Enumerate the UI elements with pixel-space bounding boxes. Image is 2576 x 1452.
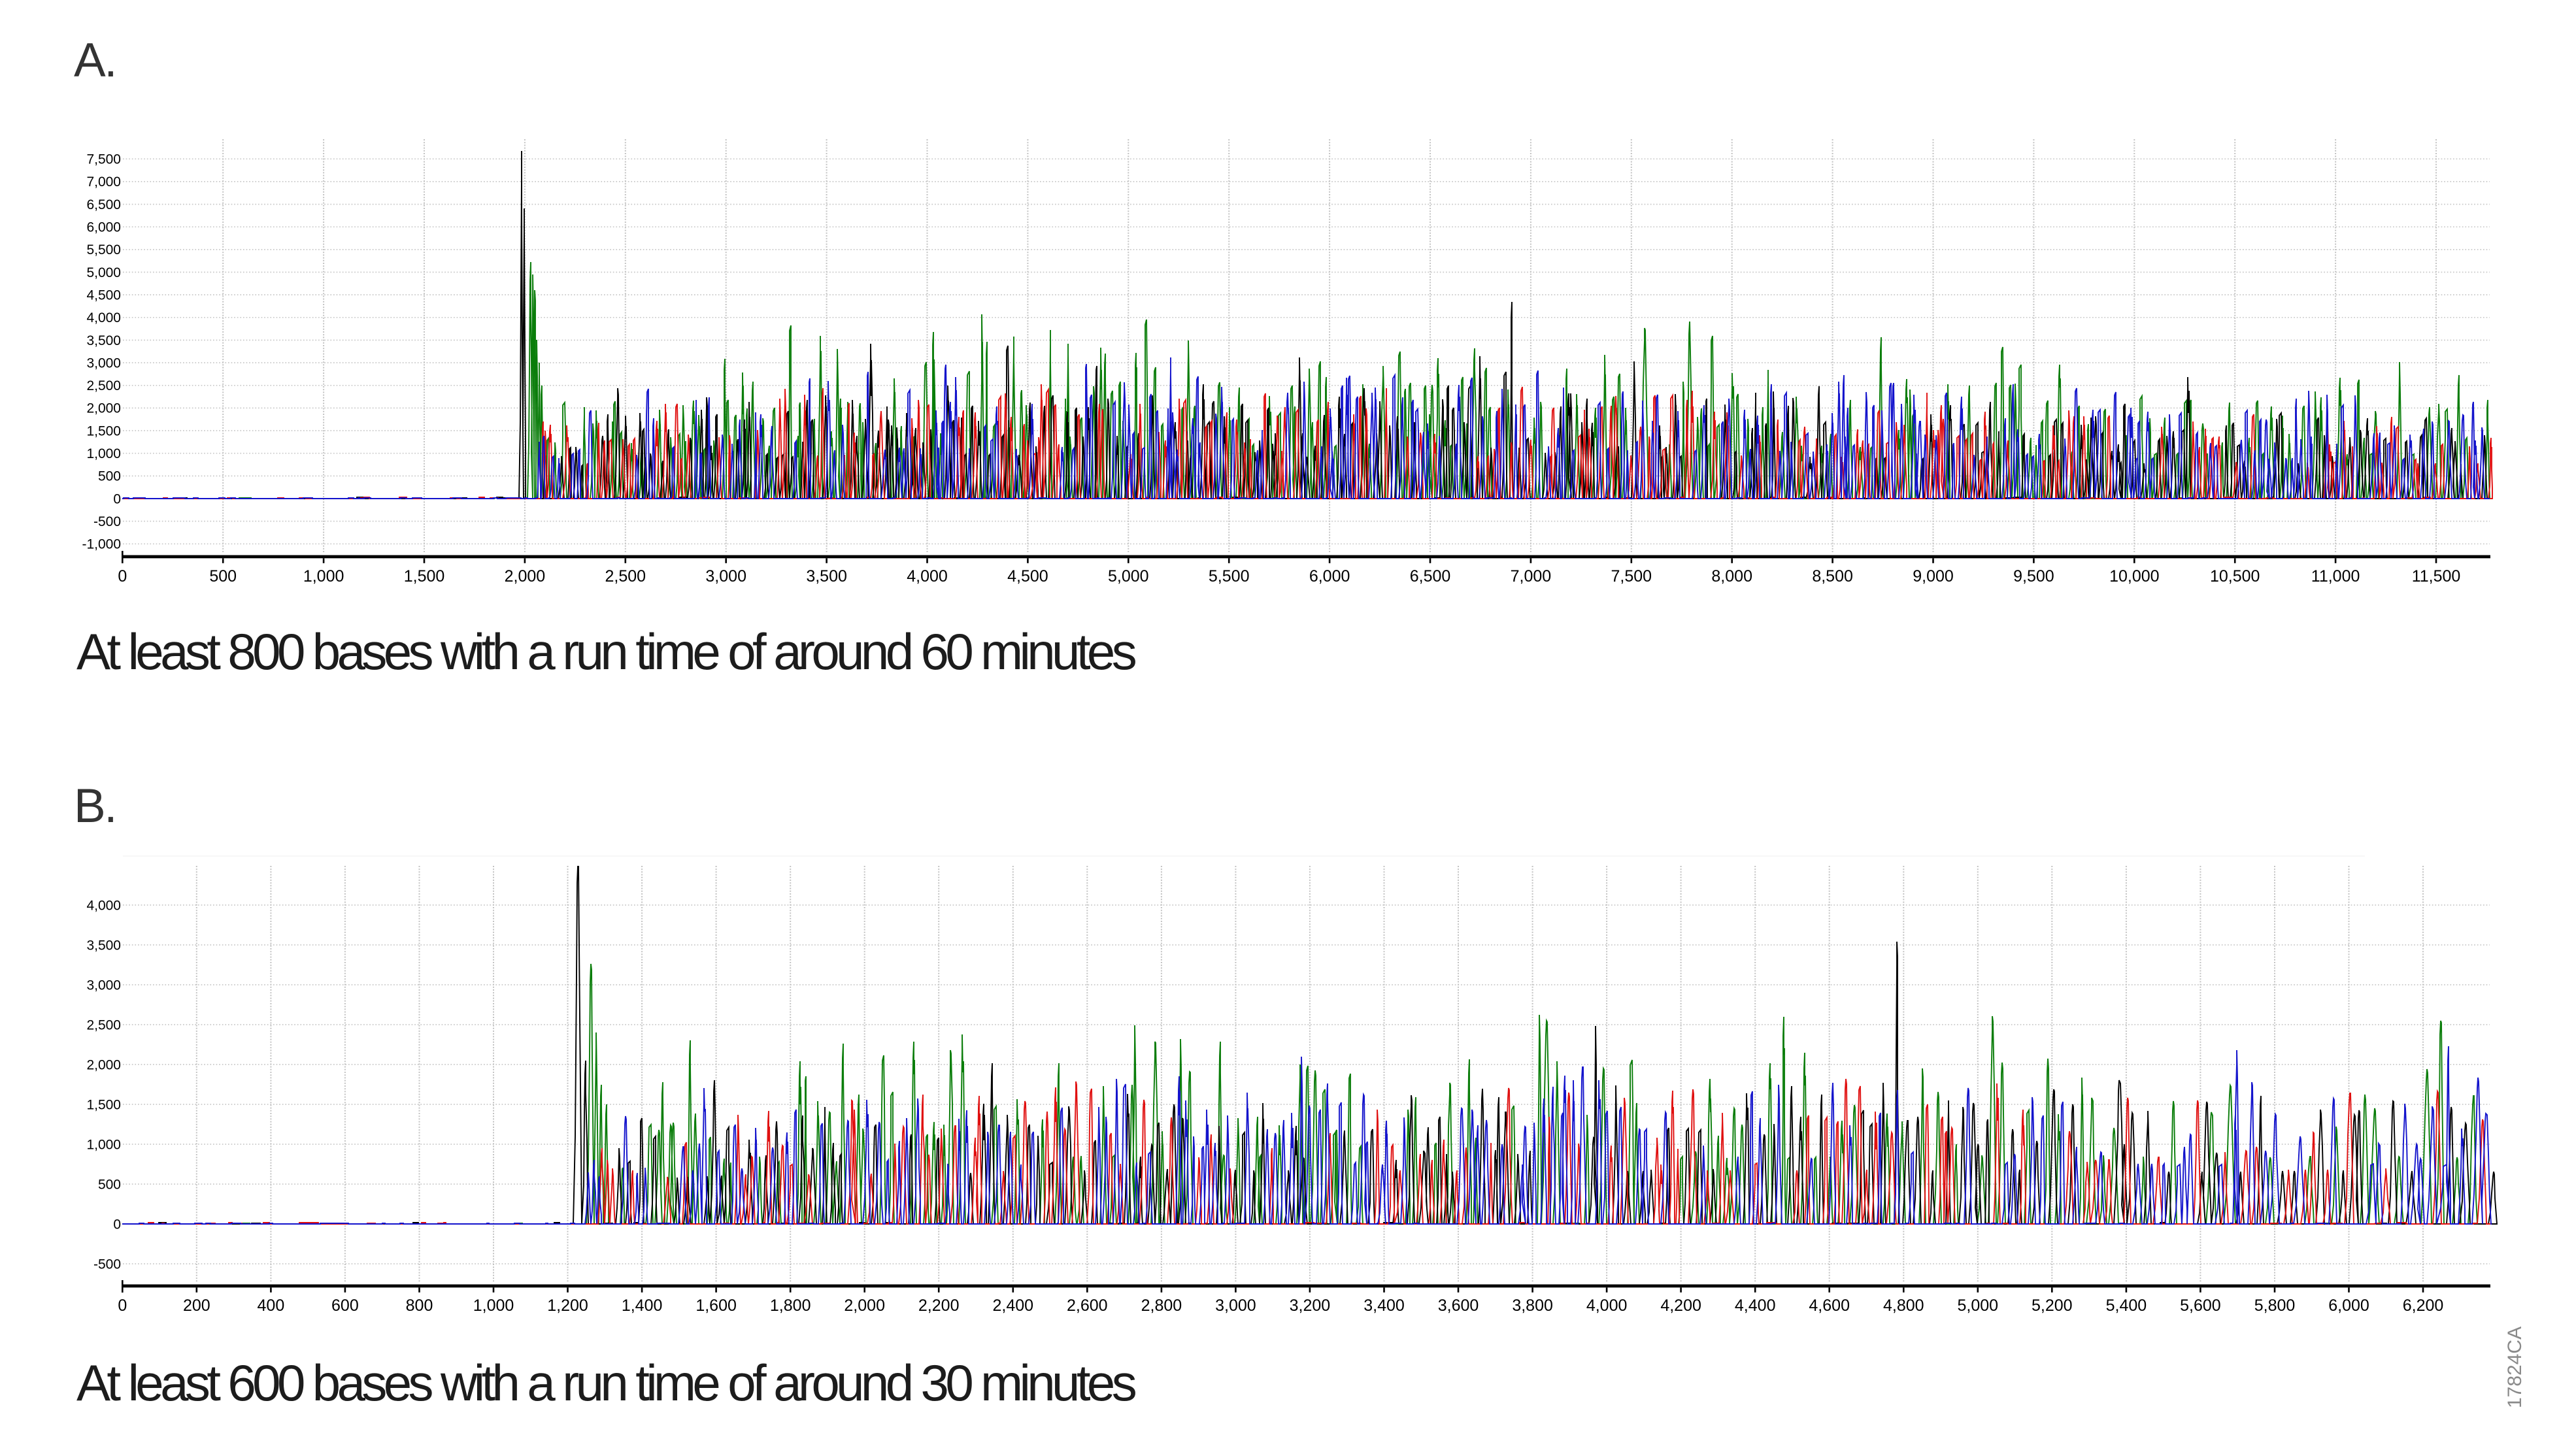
svg-text:2,500: 2,500: [86, 1017, 121, 1032]
svg-text:2,200: 2,200: [918, 1296, 960, 1315]
svg-text:11,500: 11,500: [2412, 567, 2461, 586]
svg-text:3,200: 3,200: [1290, 1296, 1331, 1315]
svg-text:2,400: 2,400: [993, 1296, 1034, 1315]
svg-text:4,600: 4,600: [1809, 1296, 1850, 1315]
svg-text:2,500: 2,500: [86, 378, 121, 393]
svg-text:2,000: 2,000: [86, 401, 121, 416]
svg-text:4,000: 4,000: [907, 567, 948, 586]
svg-text:10,500: 10,500: [2210, 567, 2260, 586]
svg-text:4,000: 4,000: [86, 898, 121, 913]
svg-text:1,800: 1,800: [770, 1296, 811, 1315]
svg-text:8,500: 8,500: [1812, 567, 1853, 586]
svg-text:3,500: 3,500: [806, 567, 847, 586]
svg-text:6,000: 6,000: [1309, 567, 1350, 586]
svg-text:3,000: 3,000: [86, 978, 121, 993]
svg-text:5,800: 5,800: [2254, 1296, 2296, 1315]
svg-text:5,000: 5,000: [86, 265, 121, 280]
svg-text:7,000: 7,000: [1511, 567, 1552, 586]
svg-text:7,500: 7,500: [86, 152, 121, 167]
svg-text:1,500: 1,500: [404, 567, 445, 586]
svg-text:1,000: 1,000: [303, 567, 344, 586]
svg-text:1,500: 1,500: [86, 1097, 121, 1112]
svg-text:-500: -500: [93, 1257, 121, 1272]
svg-text:5,500: 5,500: [1209, 567, 1250, 586]
svg-text:7,500: 7,500: [1611, 567, 1652, 586]
svg-text:-1,000: -1,000: [82, 537, 121, 552]
svg-text:5,000: 5,000: [1958, 1296, 1999, 1315]
svg-text:2,800: 2,800: [1141, 1296, 1182, 1315]
svg-text:10,000: 10,000: [2109, 567, 2159, 586]
svg-text:3,600: 3,600: [1438, 1296, 1479, 1315]
svg-text:0: 0: [118, 1296, 127, 1315]
svg-text:1,600: 1,600: [695, 1296, 737, 1315]
svg-text:4,400: 4,400: [1735, 1296, 1776, 1315]
svg-text:400: 400: [258, 1296, 285, 1315]
svg-text:5,200: 5,200: [2032, 1296, 2073, 1315]
svg-text:B.: B.: [74, 780, 116, 833]
svg-text:0: 0: [118, 567, 127, 586]
svg-text:3,500: 3,500: [86, 938, 121, 953]
svg-text:4,500: 4,500: [86, 288, 121, 303]
svg-text:7,000: 7,000: [86, 174, 121, 190]
svg-text:8,000: 8,000: [1711, 567, 1752, 586]
svg-text:2,000: 2,000: [86, 1057, 121, 1072]
svg-text:11,000: 11,000: [2311, 567, 2360, 586]
svg-text:9,000: 9,000: [1913, 567, 1954, 586]
svg-text:2,500: 2,500: [605, 567, 646, 586]
svg-text:1,500: 1,500: [86, 423, 121, 438]
svg-text:5,500: 5,500: [86, 242, 121, 257]
svg-text:5,400: 5,400: [2106, 1296, 2147, 1315]
svg-text:5,000: 5,000: [1108, 567, 1149, 586]
svg-text:600: 600: [331, 1296, 359, 1315]
svg-text:-500: -500: [93, 514, 121, 529]
svg-text:4,000: 4,000: [1586, 1296, 1628, 1315]
svg-text:3,000: 3,000: [1215, 1296, 1256, 1315]
svg-text:4,800: 4,800: [1883, 1296, 1924, 1315]
svg-text:6,200: 6,200: [2403, 1296, 2444, 1315]
svg-text:1,200: 1,200: [547, 1296, 588, 1315]
svg-text:At least 600 bases with a run: At least 600 bases with a run time of ar…: [76, 1354, 1136, 1411]
svg-text:17824CA: 17824CA: [2504, 1327, 2526, 1408]
svg-text:500: 500: [98, 469, 121, 484]
svg-text:9,500: 9,500: [2013, 567, 2054, 586]
svg-text:500: 500: [98, 1177, 121, 1192]
svg-text:At least 800 bases with a run: At least 800 bases with a run time of ar…: [76, 623, 1136, 680]
svg-text:3,800: 3,800: [1512, 1296, 1553, 1315]
svg-text:6,000: 6,000: [86, 220, 121, 235]
svg-text:4,500: 4,500: [1007, 567, 1048, 586]
svg-text:3,400: 3,400: [1363, 1296, 1405, 1315]
svg-text:200: 200: [183, 1296, 210, 1315]
svg-text:6,500: 6,500: [86, 197, 121, 212]
svg-text:2,000: 2,000: [844, 1296, 885, 1315]
svg-text:6,500: 6,500: [1410, 567, 1451, 586]
svg-text:1,400: 1,400: [622, 1296, 663, 1315]
svg-text:500: 500: [209, 567, 237, 586]
svg-text:1,000: 1,000: [86, 1137, 121, 1152]
svg-text:4,000: 4,000: [86, 310, 121, 325]
svg-text:3,500: 3,500: [86, 333, 121, 348]
svg-text:0: 0: [113, 491, 121, 506]
svg-text:2,600: 2,600: [1067, 1296, 1108, 1315]
svg-text:6,000: 6,000: [2328, 1296, 2369, 1315]
svg-text:1,000: 1,000: [473, 1296, 514, 1315]
svg-text:4,200: 4,200: [1660, 1296, 1701, 1315]
svg-text:A.: A.: [74, 34, 116, 87]
svg-text:0: 0: [113, 1217, 121, 1232]
svg-text:1,000: 1,000: [86, 446, 121, 461]
svg-text:3,000: 3,000: [705, 567, 746, 586]
svg-text:5,600: 5,600: [2180, 1296, 2221, 1315]
svg-text:800: 800: [406, 1296, 433, 1315]
svg-text:2,000: 2,000: [505, 567, 546, 586]
svg-text:3,000: 3,000: [86, 355, 121, 371]
